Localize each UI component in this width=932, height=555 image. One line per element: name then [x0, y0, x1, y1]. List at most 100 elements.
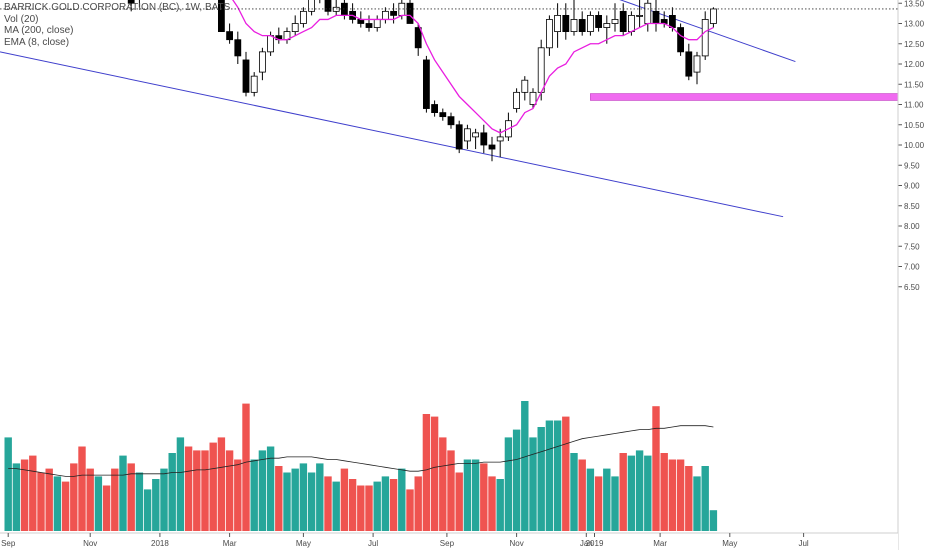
volume-bar	[70, 463, 78, 531]
candle[interactable]	[349, 3, 357, 24]
candle-body	[422, 59, 430, 109]
candle-body	[619, 10, 627, 33]
candle[interactable]	[652, 0, 660, 32]
volume-bar	[611, 476, 619, 531]
candle[interactable]	[390, 3, 398, 24]
candle[interactable]	[685, 43, 693, 81]
candle[interactable]	[578, 11, 586, 36]
ema8-polyline[interactable]	[8, 0, 714, 134]
candle[interactable]	[332, 0, 340, 16]
candle-body	[234, 39, 242, 57]
volume-bar	[627, 455, 636, 531]
volume-bar	[111, 468, 119, 531]
candle[interactable]	[504, 112, 512, 141]
candle[interactable]	[619, 3, 627, 36]
support-zone-rect[interactable]	[590, 93, 899, 101]
indicator-ma[interactable]: MA (200, close)	[4, 25, 74, 36]
candle[interactable]	[513, 88, 520, 113]
x-tick-label: May	[296, 539, 311, 548]
candle[interactable]	[226, 23, 234, 44]
trendlines	[0, 0, 796, 218]
candle[interactable]	[406, 0, 414, 24]
candle[interactable]	[439, 108, 447, 121]
candle[interactable]	[242, 51, 250, 97]
candle[interactable]	[611, 3, 619, 32]
candle[interactable]	[447, 112, 455, 129]
trendline-upper[interactable]	[0, 0, 796, 63]
volume-bar	[193, 450, 201, 531]
candle[interactable]	[291, 15, 299, 36]
candle[interactable]	[414, 23, 422, 56]
candle[interactable]	[324, 0, 332, 16]
candle[interactable]	[340, 0, 348, 20]
volume-bar	[20, 459, 29, 531]
candle[interactable]	[317, 0, 323, 4]
volume-ma	[8, 425, 714, 477]
volume-bar	[644, 455, 652, 531]
candle[interactable]	[250, 72, 258, 97]
candle[interactable]	[546, 15, 553, 56]
candle[interactable]	[136, 0, 142, 8]
candle[interactable]	[570, 0, 578, 36]
volume-bar	[184, 446, 193, 531]
candle[interactable]	[365, 15, 373, 32]
candle-body	[554, 14, 561, 33]
x-tick-label: Jul	[798, 539, 808, 548]
candle[interactable]	[422, 55, 430, 113]
candle[interactable]	[521, 76, 529, 101]
volume-bar	[324, 476, 332, 531]
candle-body	[636, 14, 643, 17]
candle[interactable]	[431, 100, 439, 117]
candle[interactable]	[562, 3, 570, 40]
candle[interactable]	[127, 0, 135, 12]
candle[interactable]	[258, 47, 266, 81]
candle[interactable]	[595, 11, 602, 32]
candle[interactable]	[234, 31, 242, 64]
candle-body	[529, 91, 537, 105]
volume-bar	[529, 437, 537, 531]
candle[interactable]	[587, 11, 594, 36]
candle[interactable]	[677, 23, 684, 56]
candle[interactable]	[373, 15, 381, 32]
volume-bar	[160, 468, 168, 531]
trendline-lower[interactable]	[0, 51, 784, 218]
volume-bar	[578, 459, 586, 531]
candle[interactable]	[644, 0, 652, 32]
volume-bar	[152, 479, 160, 531]
candle[interactable]	[299, 7, 307, 28]
candle[interactable]	[472, 128, 480, 150]
volume-bar	[316, 463, 324, 531]
candle-body	[578, 19, 586, 33]
candle[interactable]	[529, 88, 537, 109]
volume-bar	[37, 472, 45, 531]
candle[interactable]	[381, 7, 389, 24]
candle-body	[603, 23, 611, 28]
candle-body	[480, 132, 488, 146]
candle[interactable]	[455, 120, 463, 154]
candle-body	[521, 79, 529, 93]
indicator-ema[interactable]: EMA (8, close)	[4, 36, 70, 48]
candle[interactable]	[275, 27, 283, 44]
candle[interactable]	[488, 136, 496, 162]
candle-body	[611, 19, 619, 24]
volume-bar	[250, 459, 258, 531]
candle[interactable]	[217, 0, 225, 33]
candle[interactable]	[636, 0, 643, 28]
candle-body	[414, 27, 422, 49]
volume-bar	[447, 450, 455, 531]
candle[interactable]	[701, 11, 709, 60]
candle[interactable]	[554, 3, 561, 48]
candle[interactable]	[463, 124, 471, 150]
volume-bar	[357, 485, 365, 531]
volume-bar	[488, 476, 496, 531]
candle[interactable]	[283, 27, 291, 44]
candle-body	[340, 2, 348, 16]
candle[interactable]	[710, 7, 717, 28]
volume-bar	[283, 472, 291, 531]
indicator-volume[interactable]: Vol (20)	[4, 13, 39, 25]
candle[interactable]	[693, 51, 701, 85]
candle[interactable]	[480, 124, 488, 154]
candle[interactable]	[308, 0, 316, 16]
